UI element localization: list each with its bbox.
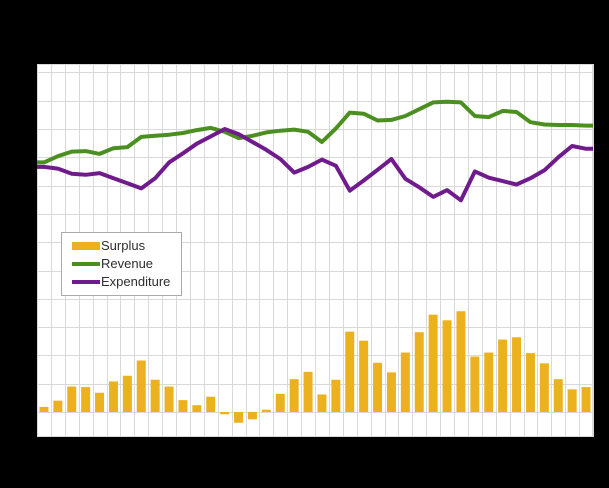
legend-label-revenue: Revenue	[101, 256, 154, 271]
legend-item-expenditure[interactable]: Expenditure	[72, 274, 175, 290]
revenue-swatch-icon	[72, 262, 100, 266]
legend-item-revenue[interactable]: Revenue	[72, 256, 175, 272]
legend-label-surplus: Surplus	[101, 238, 146, 253]
legend-item-surplus[interactable]: Surplus	[72, 238, 175, 254]
expenditure-swatch-icon	[72, 280, 100, 284]
legend-label-expenditure: Expenditure	[101, 274, 171, 289]
surplus-swatch-icon	[72, 242, 100, 250]
legend: Surplus Revenue Expenditure	[61, 232, 182, 296]
